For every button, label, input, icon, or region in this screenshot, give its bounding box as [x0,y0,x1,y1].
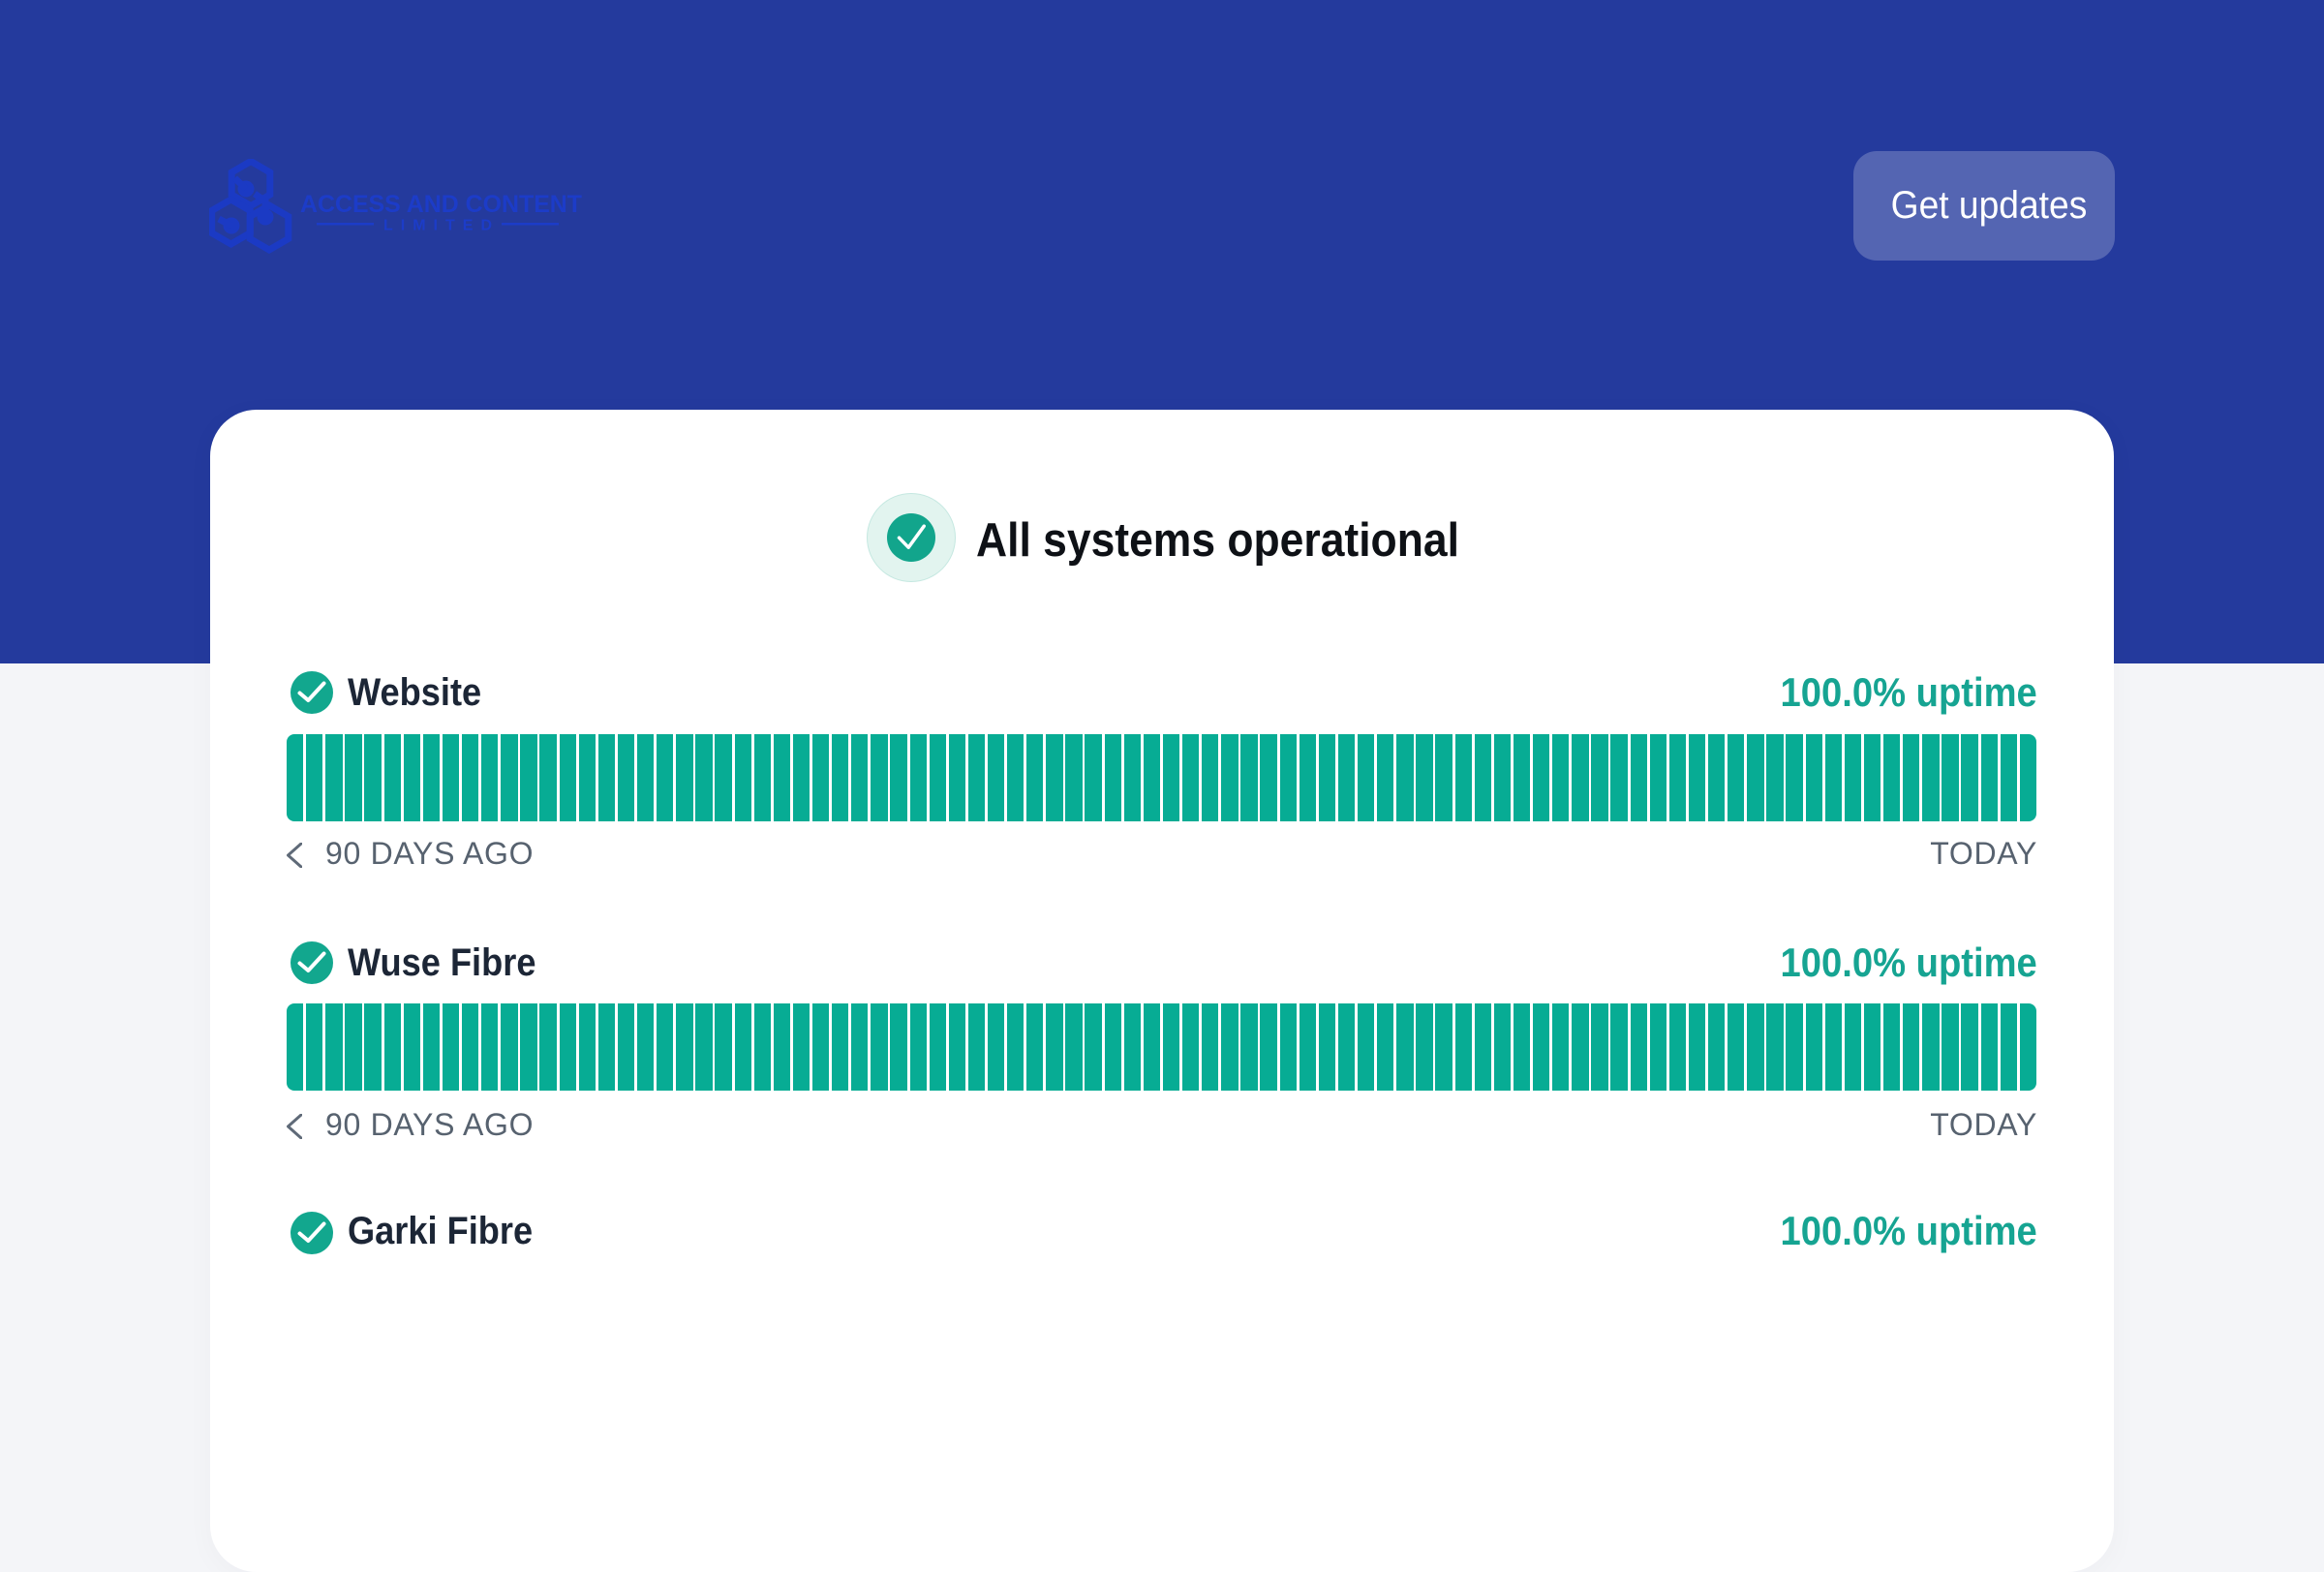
svg-text:LIMITED: LIMITED [383,218,492,234]
svg-text:ACCESS AND CONTENT: ACCESS AND CONTENT [300,191,582,218]
